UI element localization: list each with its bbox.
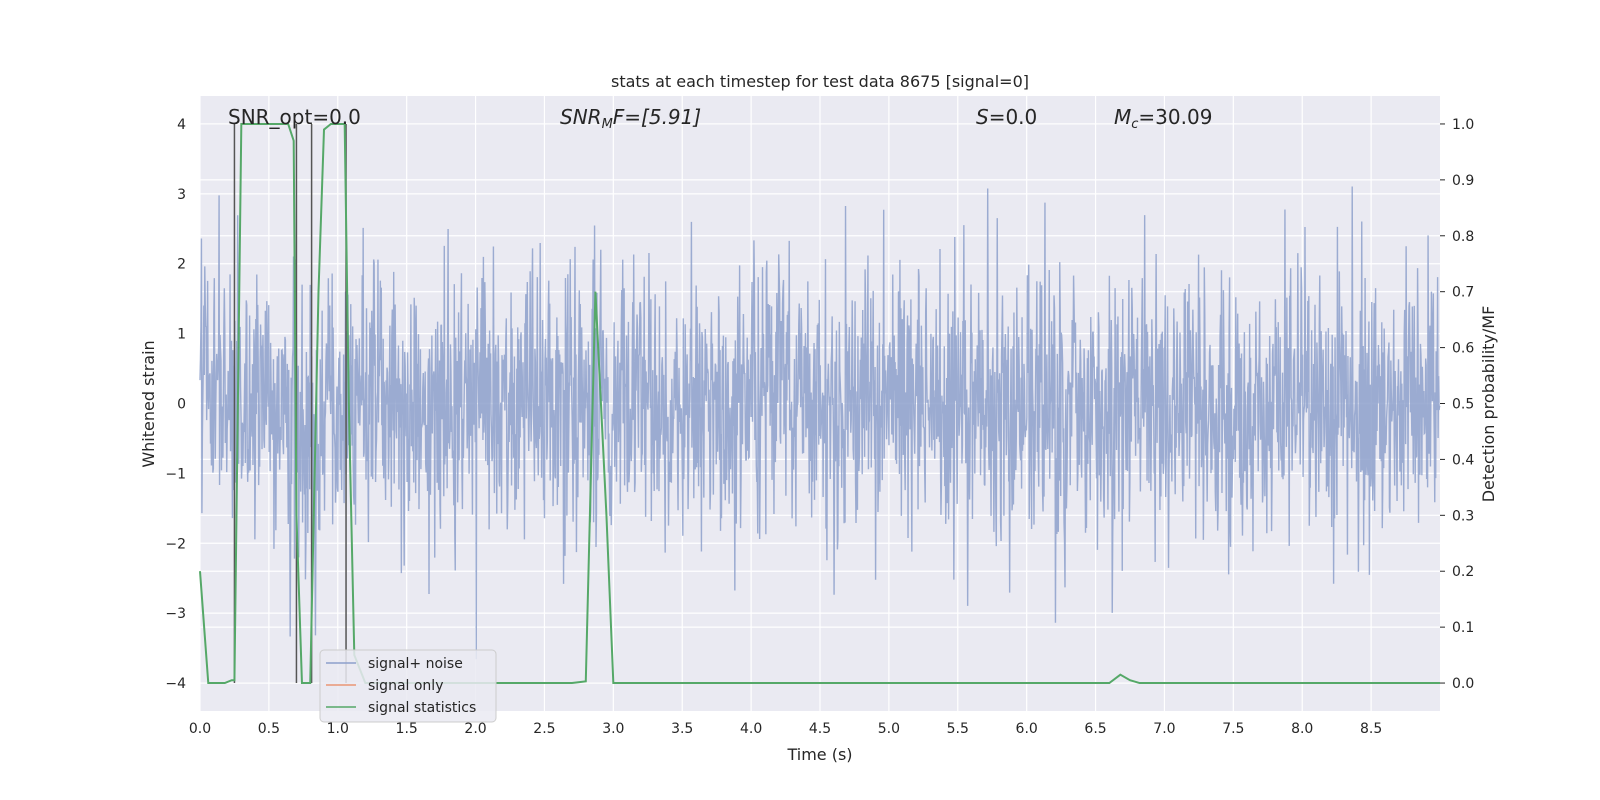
x-tick-label: 5.0 bbox=[878, 721, 900, 737]
annotation-mc-sub: c bbox=[1131, 117, 1138, 132]
annotation-s-main: S bbox=[976, 105, 989, 129]
y-right-tick-label: 0.9 bbox=[1452, 173, 1474, 189]
x-tick-label: 2.0 bbox=[464, 721, 486, 737]
x-tick-label: 3.0 bbox=[602, 721, 624, 737]
y-right-tick-label: 0.5 bbox=[1452, 397, 1474, 413]
y-left-tick-label: 3 bbox=[177, 187, 186, 203]
x-tick-label: 8.5 bbox=[1360, 721, 1382, 737]
y-right-tick-label: 0.8 bbox=[1452, 229, 1474, 245]
y-left-tick-label: 2 bbox=[177, 257, 186, 273]
legend-label-signal-statistics: signal statistics bbox=[368, 700, 476, 716]
x-tick-label: 5.5 bbox=[947, 721, 969, 737]
y-right-tick-label: 0.0 bbox=[1452, 676, 1474, 692]
y-left-tick-label: −2 bbox=[165, 536, 186, 552]
y-left-tick-label: −4 bbox=[165, 676, 186, 692]
y-right-tick-label: 0.7 bbox=[1452, 285, 1474, 301]
chart-title: stats at each timestep for test data 867… bbox=[611, 72, 1029, 91]
y-left-tick-label: 1 bbox=[177, 327, 186, 343]
annotation-snr-mf-sub: M bbox=[602, 117, 613, 132]
x-tick-label: 6.0 bbox=[1016, 721, 1038, 737]
legend: signal+ noise signal only signal statist… bbox=[319, 649, 497, 723]
y-left-tick-label: 4 bbox=[177, 117, 186, 133]
x-tick-label: 1.5 bbox=[396, 721, 418, 737]
annotation-snr-mf: SNRMF=[5.91] bbox=[560, 105, 701, 132]
y-right-tick-label: 0.6 bbox=[1452, 341, 1474, 357]
annotation-s-rest: =0.0 bbox=[989, 105, 1038, 129]
legend-label-signal-noise: signal+ noise bbox=[368, 656, 463, 672]
ticks: 0.0 0.5 1.0 1.5 2.0 2.5 3.0 3.5 4.0 4.5 5.0 5.5 6.0 6… bbox=[165, 117, 1474, 737]
x-tick-label: 6.5 bbox=[1084, 721, 1106, 737]
legend-label-signal-only: signal only bbox=[368, 678, 443, 694]
x-tick-label: 2.5 bbox=[533, 721, 555, 737]
x-tick-label: 3.5 bbox=[671, 721, 693, 737]
annotation-mc-main: M bbox=[1114, 105, 1131, 129]
x-tick-label: 1.0 bbox=[327, 721, 349, 737]
y-right-tick-label: 0.1 bbox=[1452, 620, 1474, 636]
x-tick-label: 0.0 bbox=[189, 721, 211, 737]
x-axis-label: Time (s) bbox=[786, 745, 852, 764]
annotation-s: S=0.0 bbox=[976, 105, 1037, 129]
x-tick-label: 8.0 bbox=[1291, 721, 1313, 737]
y-left-tick-label: −3 bbox=[165, 606, 186, 622]
annotation-snr-opt: SNR_opt=0.0 bbox=[228, 105, 361, 129]
y-right-tick-label: 0.3 bbox=[1452, 508, 1474, 524]
y-right-tick-label: 0.4 bbox=[1452, 452, 1474, 468]
y-axis-label-left: Whitened strain bbox=[139, 340, 158, 467]
x-tick-label: 7.5 bbox=[1222, 721, 1244, 737]
x-tick-label: 7.0 bbox=[1153, 721, 1175, 737]
series-signal-statistics bbox=[199, 122, 1440, 685]
x-tick-label: 4.0 bbox=[740, 721, 762, 737]
y-right-tick-label: 1.0 bbox=[1452, 117, 1474, 133]
legend-box bbox=[319, 649, 497, 723]
annotation-mc-rest: =30.09 bbox=[1138, 105, 1212, 129]
y-right-tick-label: 0.2 bbox=[1452, 564, 1474, 580]
y-axis-label-right: Detection probability/MF bbox=[1479, 306, 1498, 503]
annotation-mc: Mc=30.09 bbox=[1114, 105, 1212, 132]
y-left-tick-label: 0 bbox=[177, 397, 186, 413]
x-tick-label: 4.5 bbox=[809, 721, 831, 737]
series-signal-noise bbox=[199, 186, 1441, 660]
annotation-snr-mf-main: SNR bbox=[560, 105, 602, 129]
line-signal-statistics bbox=[199, 122, 1440, 685]
x-tick-label: 0.5 bbox=[258, 721, 280, 737]
y-left-tick-label: −1 bbox=[165, 466, 186, 482]
annotation-snr-mf-rest: F=[5.91] bbox=[613, 105, 701, 129]
line-signal-noise bbox=[199, 186, 1441, 660]
